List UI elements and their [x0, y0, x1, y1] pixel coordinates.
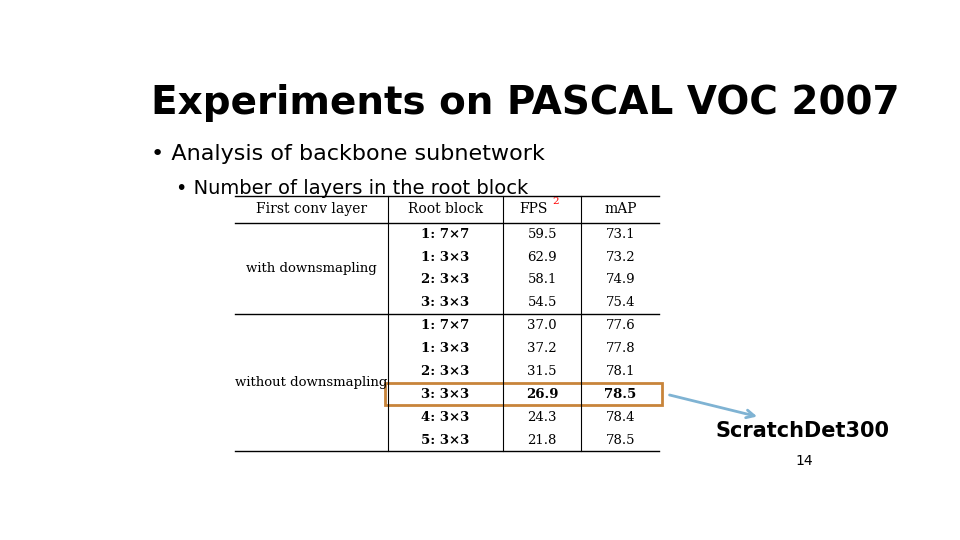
Text: Root block: Root block [408, 202, 483, 217]
Text: 37.0: 37.0 [527, 319, 557, 332]
Text: 2: 3×3: 2: 3×3 [421, 365, 469, 378]
Text: 62.9: 62.9 [527, 251, 557, 264]
Text: 58.1: 58.1 [528, 273, 557, 287]
Text: with downsmapling: with downsmapling [246, 262, 377, 275]
Text: 1: 3×3: 1: 3×3 [421, 251, 469, 264]
Text: 2: 3×3: 2: 3×3 [421, 273, 469, 287]
Text: 31.5: 31.5 [527, 365, 557, 378]
Text: 59.5: 59.5 [527, 228, 557, 241]
Text: • Analysis of backbone subnetwork: • Analysis of backbone subnetwork [152, 144, 545, 164]
Bar [385, 383, 662, 406]
Text: 26.9: 26.9 [526, 388, 559, 401]
Text: FPS: FPS [519, 202, 547, 217]
Text: 24.3: 24.3 [527, 411, 557, 424]
Text: Experiments on PASCAL VOC 2007: Experiments on PASCAL VOC 2007 [152, 84, 900, 122]
Text: 21.8: 21.8 [528, 434, 557, 447]
Text: 73.1: 73.1 [606, 228, 636, 241]
Text: 1: 7×7: 1: 7×7 [421, 228, 469, 241]
Text: 14: 14 [796, 454, 813, 468]
Text: 74.9: 74.9 [606, 273, 636, 287]
Text: • Number of layers in the root block: • Number of layers in the root block [176, 179, 528, 198]
Text: 54.5: 54.5 [528, 296, 557, 309]
Text: 1: 3×3: 1: 3×3 [421, 342, 469, 355]
Text: ScratchDet300: ScratchDet300 [715, 421, 889, 441]
Text: 1: 7×7: 1: 7×7 [421, 319, 469, 332]
Text: 3: 3×3: 3: 3×3 [421, 296, 469, 309]
Text: 5: 3×3: 5: 3×3 [421, 434, 469, 447]
Text: 77.6: 77.6 [606, 319, 636, 332]
Text: First conv layer: First conv layer [256, 202, 367, 217]
Text: 78.1: 78.1 [606, 365, 636, 378]
Text: without downsmapling: without downsmapling [235, 376, 388, 389]
Text: 78.4: 78.4 [606, 411, 636, 424]
Text: 75.4: 75.4 [606, 296, 636, 309]
Text: 77.8: 77.8 [606, 342, 636, 355]
Text: 37.2: 37.2 [527, 342, 557, 355]
Text: mAP: mAP [604, 202, 636, 217]
Text: 2: 2 [552, 197, 559, 206]
Text: 78.5: 78.5 [604, 388, 636, 401]
Text: 78.5: 78.5 [606, 434, 636, 447]
Text: 3: 3×3: 3: 3×3 [421, 388, 469, 401]
Text: 4: 3×3: 4: 3×3 [421, 411, 469, 424]
Text: 73.2: 73.2 [606, 251, 636, 264]
